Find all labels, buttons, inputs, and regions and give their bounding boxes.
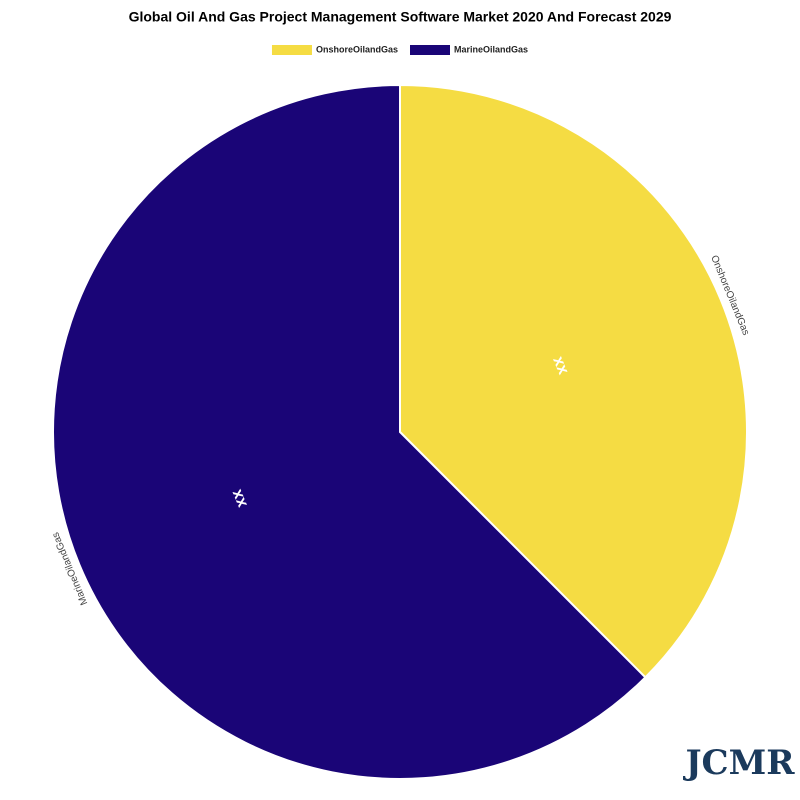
value-label: xx: [228, 487, 251, 510]
legend-swatch: [271, 45, 312, 55]
legend-item: MarineOilandGas: [410, 44, 528, 55]
logo: JCMR: [682, 743, 795, 783]
legend-text: OnshoreOilandGas: [316, 44, 398, 54]
legend-item: OnshoreOilandGas: [271, 44, 398, 55]
pie-slice: [399, 83, 748, 679]
value-label: xx: [549, 354, 572, 377]
legend-text: MarineOilandGas: [454, 44, 528, 54]
legend: OnshoreOilandGas MarineOilandGas: [271, 44, 528, 55]
chart-title: Global Oil And Gas Project Management So…: [129, 9, 672, 25]
legend-swatch: [410, 45, 450, 55]
pie-slice: [52, 83, 647, 780]
